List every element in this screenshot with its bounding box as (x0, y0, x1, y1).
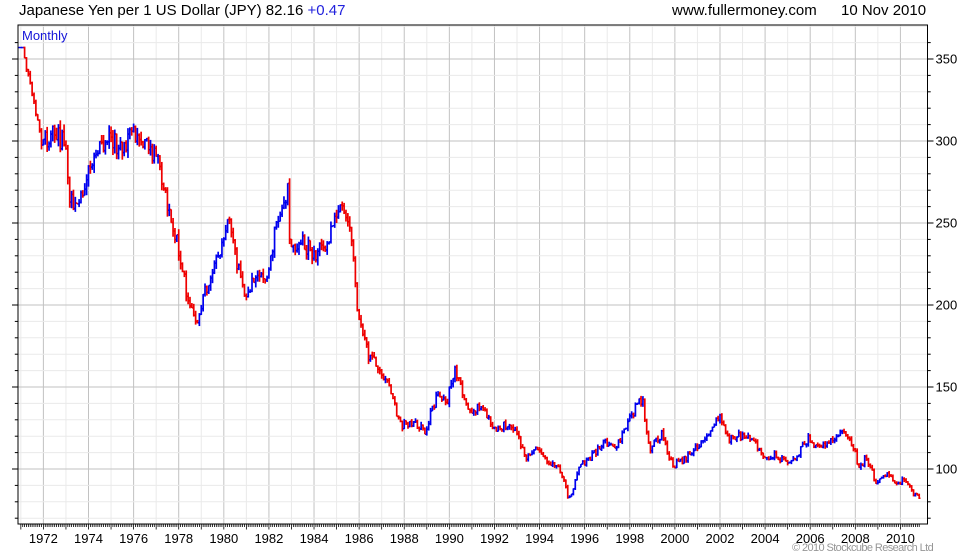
svg-text:1972: 1972 (29, 531, 58, 546)
svg-text:1998: 1998 (615, 531, 644, 546)
svg-text:1984: 1984 (300, 531, 329, 546)
svg-text:200: 200 (936, 298, 958, 313)
svg-text:1980: 1980 (209, 531, 238, 546)
svg-text:300: 300 (936, 134, 958, 149)
svg-text:1986: 1986 (345, 531, 374, 546)
svg-text:1994: 1994 (525, 531, 554, 546)
svg-text:1974: 1974 (74, 531, 103, 546)
svg-text:1996: 1996 (570, 531, 599, 546)
svg-text:1982: 1982 (254, 531, 283, 546)
svg-text:1990: 1990 (435, 531, 464, 546)
svg-text:250: 250 (936, 216, 958, 231)
svg-text:1988: 1988 (390, 531, 419, 546)
svg-text:350: 350 (936, 52, 958, 67)
svg-text:2002: 2002 (706, 531, 735, 546)
svg-text:150: 150 (936, 380, 958, 395)
svg-text:1978: 1978 (164, 531, 193, 546)
svg-text:100: 100 (936, 462, 958, 477)
svg-text:2000: 2000 (660, 531, 689, 546)
svg-text:2004: 2004 (751, 531, 780, 546)
svg-text:1976: 1976 (119, 531, 148, 546)
svg-text:1992: 1992 (480, 531, 509, 546)
